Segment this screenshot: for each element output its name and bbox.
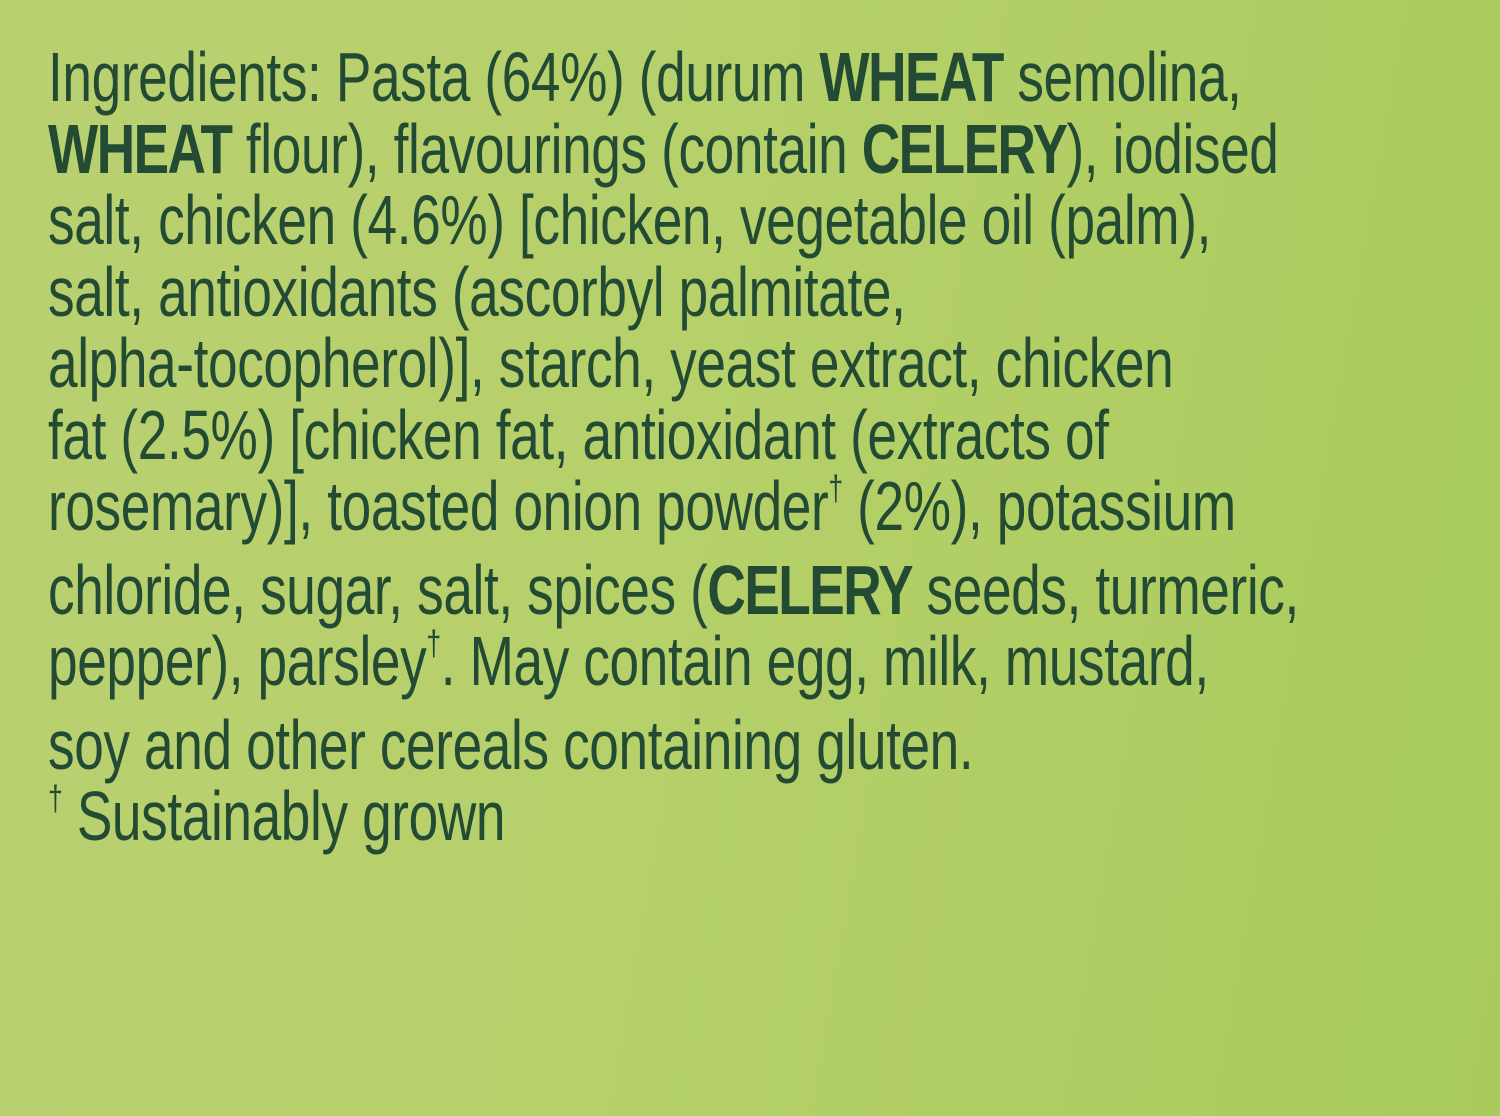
- ingredients-line: salt, antioxidants (ascorbyl palmitate,: [48, 256, 1299, 329]
- ingredients-line: alpha-tocopherol)], starch, yeast extrac…: [48, 327, 1299, 400]
- ingredients-line: chloride, sugar, salt, spices (CELERY se…: [48, 554, 1299, 627]
- ingredient-text: ), iodised: [1066, 109, 1279, 188]
- ingredient-text: chloride, sugar, salt, spices (: [48, 550, 708, 629]
- ingredients-line: soy and other cereals containing gluten.: [48, 709, 1299, 782]
- ingredient-text: flour), flavourings (contain: [231, 109, 862, 188]
- ingredient-text: semolina,: [1002, 38, 1242, 116]
- ingredient-text: (2%), potassium: [842, 467, 1236, 545]
- ingredient-text: rosemary)], toasted onion powder: [48, 467, 829, 545]
- dagger-mark: †: [426, 624, 441, 664]
- ingredient-text: pepper), parsley: [48, 622, 427, 700]
- ingredients-text: Ingredients: Pasta (64%) (durum WHEAT se…: [48, 41, 1299, 865]
- ingredient-text: Ingredients: Pasta (64%) (durum: [48, 38, 820, 116]
- ingredients-line: pepper), parsley†. May contain egg, milk…: [48, 624, 1299, 710]
- allergen-text: CELERY: [707, 550, 913, 629]
- ingredients-line: fat (2.5%) [chicken fat, antioxidant (ex…: [48, 399, 1299, 472]
- ingredient-text: Sustainably grown: [62, 777, 506, 855]
- allergen-text: WHEAT: [819, 38, 1004, 116]
- allergen-text: CELERY: [861, 109, 1068, 188]
- ingredients-line: salt, chicken (4.6%) [chicken, vegetable…: [48, 184, 1299, 257]
- ingredient-text: salt, chicken (4.6%) [chicken, vegetable…: [48, 181, 1211, 259]
- ingredient-text: soy and other cereals containing gluten.: [48, 705, 974, 784]
- ingredient-text: salt, antioxidants (ascorbyl palmitate,: [48, 252, 906, 331]
- ingredient-text: fat (2.5%) [chicken fat, antioxidant (ex…: [48, 395, 1109, 474]
- ingredient-text: alpha-tocopherol)], starch, yeast extrac…: [48, 324, 1174, 402]
- allergen-text: WHEAT: [48, 109, 233, 188]
- ingredient-text: . May contain egg, milk, mustard,: [440, 622, 1209, 700]
- ingredients-line: † Sustainably grown: [48, 779, 1299, 865]
- dagger-mark: †: [828, 469, 843, 509]
- ingredients-line: WHEAT flour), flavourings (contain CELER…: [48, 113, 1299, 186]
- dagger-mark: †: [48, 779, 63, 819]
- ingredients-line: rosemary)], toasted onion powder† (2%), …: [48, 469, 1299, 555]
- ingredient-text: seeds, turmeric,: [912, 550, 1300, 629]
- ingredients-line: Ingredients: Pasta (64%) (durum WHEAT se…: [48, 41, 1299, 114]
